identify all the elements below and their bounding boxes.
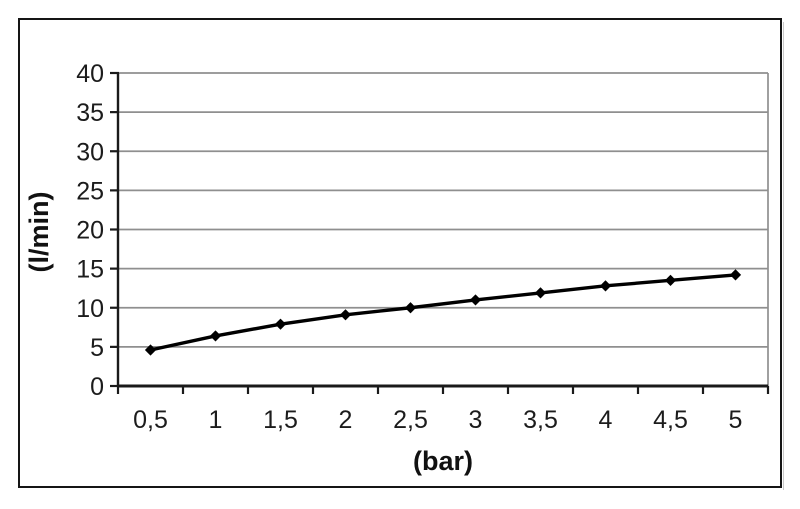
y-tick-label: 5 [90, 334, 104, 362]
x-tick-label: 2 [339, 406, 353, 434]
x-tick-label: 1 [209, 406, 223, 434]
data-point-marker [339, 309, 352, 321]
x-tick-label: 3,5 [523, 406, 558, 434]
data-point-marker [404, 302, 417, 314]
data-point-marker [534, 287, 547, 299]
gridline-layer [118, 72, 769, 386]
y-tick-label: 40 [76, 60, 104, 88]
axis-layer [110, 71, 770, 394]
data-point-marker [144, 344, 157, 356]
data-point-marker [729, 269, 742, 281]
x-tick-label: 4 [599, 406, 613, 434]
series-layer [144, 269, 742, 356]
tick-label-layer: 0 5 10 15 20 25 30 35 40 0,5 1 1,5 2 2,5 3 3,5 4 4,5 5 [76, 60, 742, 434]
y-tick-label: 15 [76, 256, 104, 284]
y-tick-label: 30 [76, 138, 104, 166]
data-point-marker [274, 318, 287, 330]
x-tick-label: 5 [729, 406, 743, 434]
x-axis-title: (bar) [413, 446, 473, 476]
data-point-marker [664, 274, 677, 286]
x-tick-label: 1,5 [263, 406, 298, 434]
x-tick-label: 4,5 [653, 406, 688, 434]
y-axis-title: (l/min) [24, 192, 54, 273]
x-tick-label: 0,5 [133, 406, 168, 434]
data-point-marker [209, 330, 222, 342]
data-point-marker [599, 280, 612, 292]
y-tick-label: 20 [76, 217, 104, 245]
y-tick-label: 35 [76, 99, 104, 127]
data-point-marker [469, 294, 482, 306]
x-tick-label: 2,5 [393, 406, 428, 434]
series-line [150, 273, 736, 352]
y-tick-label: 25 [76, 177, 104, 205]
chart-outer-border [18, 18, 784, 490]
x-tick-label: 3 [469, 406, 483, 434]
y-tick-label: 0 [90, 373, 104, 401]
y-tick-label: 10 [76, 295, 104, 323]
